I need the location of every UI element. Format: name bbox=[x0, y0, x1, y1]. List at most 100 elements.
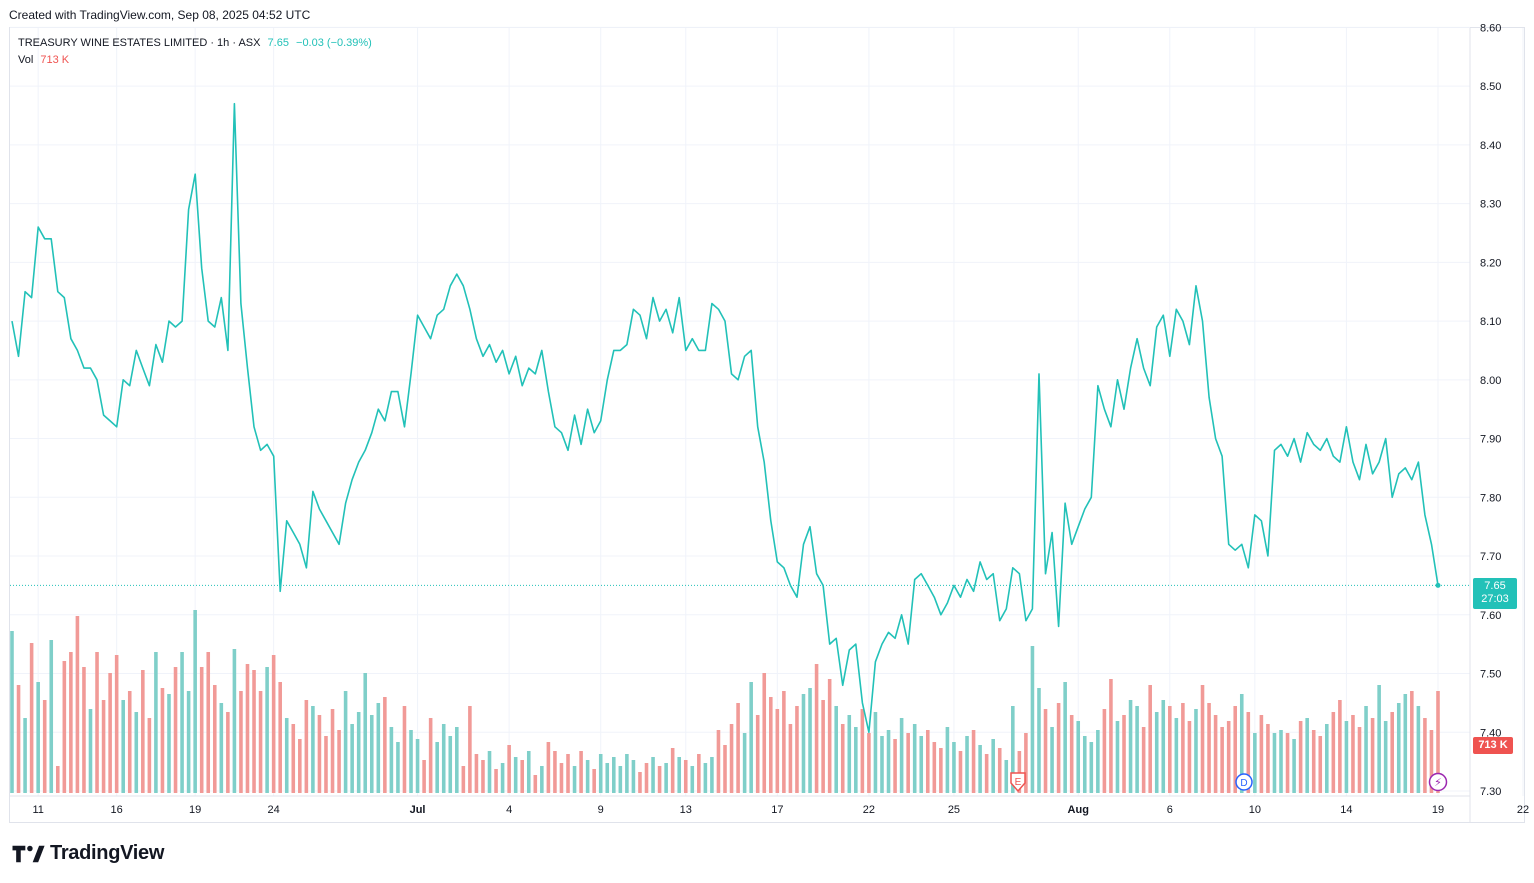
volume-bar bbox=[690, 766, 695, 793]
x-tick-label: 4 bbox=[506, 804, 512, 816]
volume-bar bbox=[618, 766, 623, 793]
volume-bar bbox=[474, 754, 479, 793]
volume-bar bbox=[925, 730, 930, 793]
y-tick-label: 7.50 bbox=[1480, 669, 1501, 681]
volume-bar bbox=[108, 673, 112, 793]
volume-bar bbox=[1017, 751, 1022, 793]
volume-bar bbox=[1063, 682, 1067, 793]
volume-bar bbox=[154, 652, 158, 793]
volume-bar bbox=[324, 736, 328, 793]
volume-bar bbox=[821, 700, 825, 793]
last-price-value: 7.65 bbox=[1484, 580, 1506, 592]
volume-bar bbox=[29, 643, 34, 793]
volume-bar bbox=[729, 724, 734, 793]
x-tick-label: 19 bbox=[189, 804, 201, 816]
y-tick-label: 8.60 bbox=[1480, 22, 1501, 34]
legend-volume-row: Vol 713 K bbox=[18, 52, 372, 69]
tradingview-brand[interactable]: TradingView bbox=[12, 842, 164, 865]
volume-bar bbox=[1115, 721, 1120, 793]
earnings-marker-label: E bbox=[1015, 777, 1022, 788]
volume-bar bbox=[1436, 691, 1440, 793]
volume-bar bbox=[546, 742, 551, 793]
x-tick-label: 22 bbox=[863, 804, 875, 816]
volume-bar bbox=[55, 766, 60, 793]
volume-bar bbox=[1096, 730, 1100, 793]
volume-bar bbox=[579, 751, 583, 793]
legend-volume-value: 713 K bbox=[40, 54, 70, 66]
y-tick-label: 8.40 bbox=[1480, 140, 1501, 152]
x-tick-label: 24 bbox=[268, 804, 280, 816]
volume-bar bbox=[487, 751, 492, 793]
volume-bar bbox=[638, 772, 642, 793]
volume-bar bbox=[703, 763, 708, 793]
volume-bar bbox=[428, 718, 433, 793]
volume-bar bbox=[1377, 685, 1381, 793]
volume-bar bbox=[651, 757, 655, 793]
volume-bar bbox=[677, 757, 682, 793]
volume-bar bbox=[1416, 706, 1421, 793]
x-tick-label: 13 bbox=[680, 804, 692, 816]
volume-bar bbox=[193, 610, 197, 793]
volume-bar bbox=[461, 766, 466, 793]
volume-bar bbox=[455, 727, 459, 793]
x-tick-label: 16 bbox=[111, 804, 123, 816]
volume-bar bbox=[278, 682, 282, 793]
volume-bar bbox=[291, 724, 296, 793]
volume-bar bbox=[1148, 685, 1152, 793]
volume-bar bbox=[1174, 718, 1179, 793]
volume-bar bbox=[1364, 706, 1368, 793]
volume-bar bbox=[631, 760, 636, 793]
volume-bar bbox=[494, 769, 498, 793]
dividend-marker-label: D bbox=[1240, 778, 1247, 789]
volume-bar bbox=[1403, 694, 1408, 793]
volume-bar bbox=[605, 763, 610, 793]
volume-bar bbox=[1056, 703, 1061, 793]
volume-bar bbox=[553, 751, 557, 793]
volume-bar bbox=[932, 742, 937, 793]
legend-main-row: TREASURY WINE ESTATES LIMITED · 1h · ASX… bbox=[18, 35, 372, 52]
x-tick-label: 10 bbox=[1249, 804, 1261, 816]
volume-bar bbox=[997, 748, 1002, 793]
legend-change: −0.03 (−0.39%) bbox=[296, 37, 372, 49]
volume-bar bbox=[350, 724, 354, 793]
volume-bar bbox=[88, 709, 93, 793]
volume-bar bbox=[1318, 736, 1323, 793]
volume-bar bbox=[566, 754, 570, 793]
volume-bar bbox=[945, 727, 950, 793]
volume-bar bbox=[919, 736, 924, 793]
volume-bar bbox=[10, 631, 14, 793]
volume-bar bbox=[1279, 730, 1283, 793]
volume-bar bbox=[1135, 706, 1139, 793]
volume-bar bbox=[880, 736, 884, 793]
last-price-tag: 7.65 27:03 bbox=[1473, 578, 1517, 609]
volume-bar bbox=[1128, 700, 1133, 793]
volume-bar bbox=[311, 706, 315, 793]
volume-bar bbox=[1429, 730, 1434, 793]
volume-bar bbox=[1285, 733, 1290, 793]
legend-volume-label[interactable]: Vol bbox=[18, 54, 34, 66]
volume-bar bbox=[258, 691, 263, 793]
volume-bar bbox=[847, 715, 852, 793]
volume-bar bbox=[1423, 718, 1427, 793]
volume-bar bbox=[212, 685, 217, 793]
volume-bar bbox=[1325, 724, 1329, 793]
legend-symbol[interactable]: TREASURY WINE ESTATES LIMITED · 1h · ASX bbox=[18, 37, 261, 49]
volume-bar bbox=[768, 697, 773, 793]
volume-bar bbox=[500, 763, 505, 793]
volume-bar bbox=[95, 652, 99, 793]
volume-bar bbox=[1141, 727, 1146, 793]
volume-bar bbox=[533, 775, 538, 793]
volume-bar bbox=[62, 661, 67, 793]
legend-price: 7.65 bbox=[267, 37, 289, 49]
volume-bar bbox=[795, 706, 799, 793]
dividend-marker bbox=[1235, 773, 1253, 791]
y-tick-label: 8.30 bbox=[1480, 199, 1501, 211]
volume-bar bbox=[75, 616, 80, 793]
volume-bar bbox=[232, 649, 237, 793]
volume-bar bbox=[1154, 712, 1159, 793]
volume-bar bbox=[1187, 721, 1192, 793]
volume-bar bbox=[441, 724, 446, 793]
x-tick-label: 22 bbox=[1517, 804, 1529, 816]
volume-bar bbox=[939, 748, 943, 793]
